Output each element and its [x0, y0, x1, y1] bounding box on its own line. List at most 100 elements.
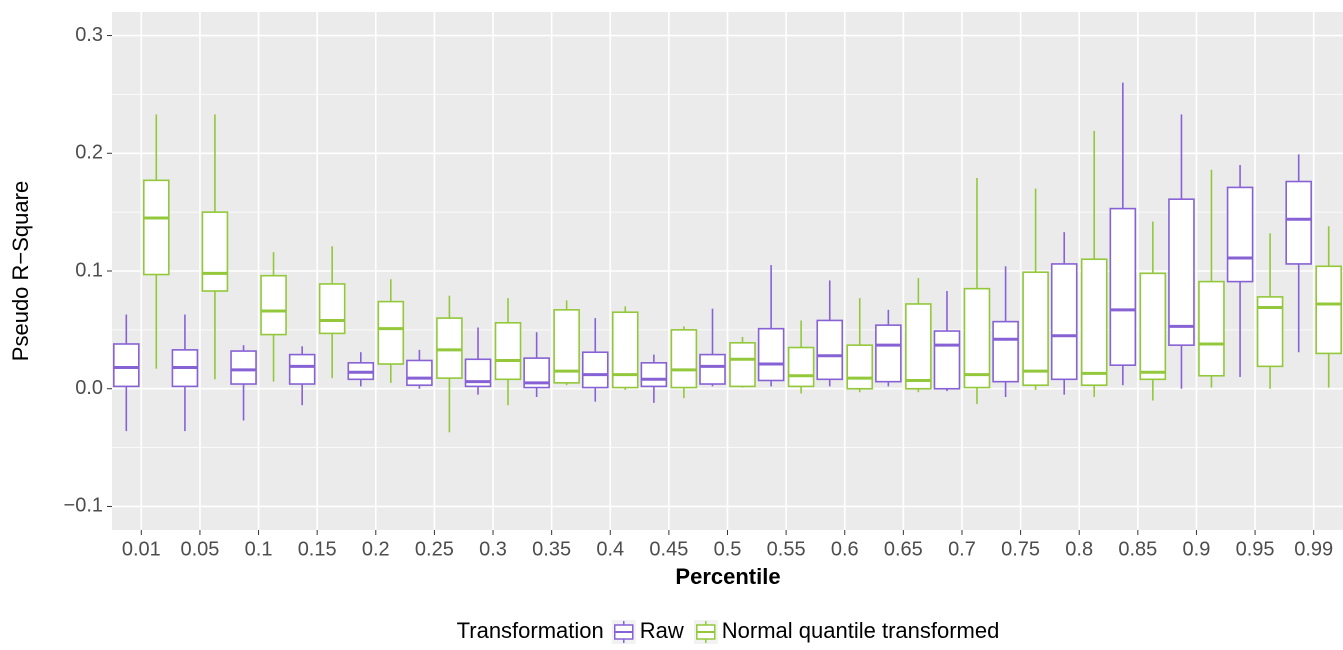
box	[318, 246, 346, 379]
box	[143, 114, 170, 369]
box-body	[230, 350, 257, 385]
box	[523, 332, 550, 397]
box	[640, 354, 668, 403]
box	[699, 308, 726, 387]
box-body	[905, 303, 932, 390]
x-tick-label: 0.25	[415, 538, 454, 560]
box-body	[1226, 186, 1254, 283]
box-body	[1285, 180, 1312, 265]
box	[377, 279, 405, 383]
box-body	[787, 346, 815, 388]
box-body	[1080, 258, 1108, 386]
box	[201, 114, 229, 380]
box	[1285, 154, 1312, 353]
x-tick-label: 0.95	[1236, 538, 1275, 560]
box	[581, 318, 609, 402]
x-tick-label: 0.7	[948, 538, 976, 560]
box	[1198, 169, 1225, 388]
box	[406, 349, 433, 389]
box	[113, 314, 140, 432]
x-tick-label: 0.3	[479, 538, 507, 560]
box-body	[729, 342, 756, 388]
x-tick-label: 0.35	[532, 538, 571, 560]
box-body	[1168, 198, 1195, 346]
y-tick-label: 0.2	[75, 142, 103, 164]
x-tick-label: 0.99	[1294, 538, 1333, 560]
box	[1109, 82, 1137, 386]
x-tick-label: 0.85	[1118, 538, 1157, 560]
box	[875, 309, 902, 387]
box-body	[201, 211, 229, 292]
y-tick-label: 0.3	[75, 24, 103, 46]
box	[787, 320, 815, 394]
box-body	[581, 351, 609, 389]
box-body	[1315, 265, 1342, 355]
box	[1168, 114, 1195, 389]
box	[933, 291, 961, 392]
box-body	[260, 274, 287, 336]
box-body	[963, 287, 991, 389]
x-tick-label: 0.05	[180, 538, 219, 560]
box	[347, 352, 375, 387]
x-tick-label: 0.6	[831, 538, 859, 560]
y-tick-label: 0.0	[75, 377, 103, 399]
legend-label: Raw	[640, 618, 684, 643]
box-body	[1139, 272, 1167, 381]
box	[288, 346, 316, 406]
x-tick-label: 0.4	[596, 538, 624, 560]
x-tick-label: 0.8	[1065, 538, 1093, 560]
legend-title: Transformation	[457, 618, 604, 643]
legend: Transformation Raw Normal quantile transfo…	[457, 618, 1000, 644]
box	[816, 280, 844, 387]
box-body	[1109, 207, 1137, 366]
box-body	[846, 344, 874, 390]
box	[1315, 226, 1342, 388]
x-tick-label: 0.45	[649, 538, 688, 560]
box-body	[757, 327, 785, 382]
box-body	[494, 321, 522, 381]
box-body	[1022, 271, 1049, 386]
box-body	[670, 329, 698, 389]
legend-label: Normal quantile transformed	[722, 618, 1000, 643]
box	[1050, 232, 1078, 395]
x-tick-label: 0.5	[714, 538, 742, 560]
y-axis-title: Pseudo R−Square	[8, 181, 33, 361]
x-tick-label: 0.2	[362, 538, 390, 560]
box-body	[640, 362, 668, 388]
box	[611, 306, 639, 390]
box-body	[406, 359, 433, 386]
x-tick-label: 0.55	[767, 538, 806, 560]
box	[963, 177, 991, 405]
box	[1022, 188, 1049, 390]
box	[905, 278, 932, 393]
y-tick-label: −0.1	[64, 495, 103, 517]
x-tick-label: 0.1	[245, 538, 273, 560]
box	[230, 345, 257, 421]
box-body	[288, 353, 316, 385]
box	[1080, 130, 1108, 397]
box-body	[875, 324, 902, 383]
box	[1139, 221, 1167, 401]
x-tick-label: 0.9	[1183, 538, 1211, 560]
box-body	[933, 330, 961, 390]
box	[260, 252, 287, 382]
box	[464, 327, 492, 395]
box-body	[1050, 263, 1078, 381]
x-tick-label: 0.15	[298, 538, 337, 560]
box-body	[377, 300, 405, 365]
x-tick-label: 0.65	[884, 538, 923, 560]
box	[729, 336, 756, 388]
x-tick-label: 0.75	[1001, 538, 1040, 560]
box	[670, 326, 698, 399]
box-body	[113, 343, 140, 388]
box-body	[611, 311, 639, 389]
x-axis-title: Percentile	[675, 564, 780, 589]
box	[992, 266, 1019, 397]
box	[171, 314, 199, 432]
box	[757, 265, 785, 387]
box	[436, 295, 463, 433]
box-body	[436, 317, 463, 379]
y-tick-label: 0.1	[75, 259, 103, 281]
box	[553, 300, 580, 386]
